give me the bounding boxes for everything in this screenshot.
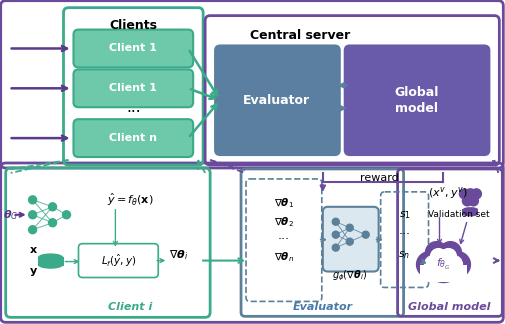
Text: $\mathbf{x}$: $\mathbf{x}$ bbox=[29, 245, 37, 255]
Circle shape bbox=[332, 218, 338, 225]
Text: Validation set: Validation set bbox=[427, 210, 488, 219]
Bar bbox=[463, 210, 476, 214]
Circle shape bbox=[459, 189, 469, 199]
Circle shape bbox=[29, 226, 36, 234]
FancyBboxPatch shape bbox=[215, 45, 339, 155]
FancyBboxPatch shape bbox=[322, 207, 378, 272]
Ellipse shape bbox=[38, 254, 63, 261]
Circle shape bbox=[362, 231, 369, 238]
Text: $\nabla\boldsymbol{\theta}_1$: $\nabla\boldsymbol{\theta}_1$ bbox=[273, 196, 293, 210]
Circle shape bbox=[430, 249, 445, 265]
Circle shape bbox=[29, 211, 36, 219]
Text: $\hat{y} = f_{\theta}(\mathbf{x})$: $\hat{y} = f_{\theta}(\mathbf{x})$ bbox=[107, 191, 153, 208]
Bar bbox=[419, 265, 467, 283]
Circle shape bbox=[439, 242, 461, 263]
Text: Client 1: Client 1 bbox=[109, 83, 157, 93]
Text: $\nabla\boldsymbol{\theta}_n$: $\nabla\boldsymbol{\theta}_n$ bbox=[273, 251, 293, 264]
Text: ···: ··· bbox=[398, 228, 410, 241]
Circle shape bbox=[425, 247, 461, 283]
Text: Evaluator: Evaluator bbox=[243, 94, 310, 107]
Text: $s_1$: $s_1$ bbox=[398, 209, 410, 221]
Circle shape bbox=[345, 238, 352, 245]
Circle shape bbox=[443, 256, 462, 273]
Circle shape bbox=[48, 203, 57, 211]
Circle shape bbox=[463, 189, 476, 203]
Text: $\nabla\boldsymbol{\theta}_2$: $\nabla\boldsymbol{\theta}_2$ bbox=[273, 215, 293, 229]
Text: Client 1: Client 1 bbox=[109, 43, 157, 53]
Text: $g_\phi(\nabla\boldsymbol{\theta}_i)$: $g_\phi(\nabla\boldsymbol{\theta}_i)$ bbox=[331, 268, 367, 283]
Text: $s_n$: $s_n$ bbox=[398, 249, 410, 260]
Text: $(x^v, y^v)$: $(x^v, y^v)$ bbox=[427, 185, 466, 201]
Text: $\boldsymbol{\theta}_G$: $\boldsymbol{\theta}_G$ bbox=[3, 208, 18, 222]
Circle shape bbox=[471, 189, 480, 199]
Text: $\nabla\boldsymbol{\theta}_i$: $\nabla\boldsymbol{\theta}_i$ bbox=[168, 248, 187, 261]
Text: Global model: Global model bbox=[408, 302, 490, 312]
Text: ···: ··· bbox=[126, 105, 140, 120]
Text: $\mathbf{y}$: $\mathbf{y}$ bbox=[29, 266, 37, 278]
FancyBboxPatch shape bbox=[73, 69, 193, 107]
Text: Central server: Central server bbox=[249, 29, 349, 42]
FancyBboxPatch shape bbox=[73, 29, 193, 67]
Circle shape bbox=[29, 196, 36, 204]
Text: $L_f(\hat{y}, y)$: $L_f(\hat{y}, y)$ bbox=[100, 252, 136, 269]
Circle shape bbox=[416, 252, 441, 277]
Circle shape bbox=[468, 196, 477, 206]
Text: Client n: Client n bbox=[109, 133, 157, 143]
Circle shape bbox=[443, 252, 470, 277]
Text: reward: reward bbox=[360, 173, 398, 183]
Circle shape bbox=[429, 251, 457, 279]
FancyBboxPatch shape bbox=[344, 45, 488, 155]
Circle shape bbox=[440, 249, 456, 265]
Circle shape bbox=[462, 196, 472, 206]
Circle shape bbox=[345, 224, 352, 231]
Circle shape bbox=[332, 231, 338, 238]
Text: Client i: Client i bbox=[108, 302, 152, 312]
Text: Clients: Clients bbox=[109, 19, 157, 32]
Circle shape bbox=[48, 219, 57, 227]
Ellipse shape bbox=[38, 261, 63, 268]
Circle shape bbox=[63, 211, 70, 219]
Ellipse shape bbox=[463, 208, 476, 212]
Text: Global
model: Global model bbox=[393, 86, 438, 115]
Text: ···: ··· bbox=[277, 233, 289, 246]
Bar bbox=[38, 258, 63, 265]
Ellipse shape bbox=[463, 212, 476, 216]
Text: Evaluator: Evaluator bbox=[292, 302, 352, 312]
FancyBboxPatch shape bbox=[73, 119, 193, 157]
Circle shape bbox=[332, 244, 338, 251]
Circle shape bbox=[424, 256, 441, 273]
Circle shape bbox=[425, 242, 446, 263]
Text: $f_{\theta_G}$: $f_{\theta_G}$ bbox=[435, 257, 450, 272]
